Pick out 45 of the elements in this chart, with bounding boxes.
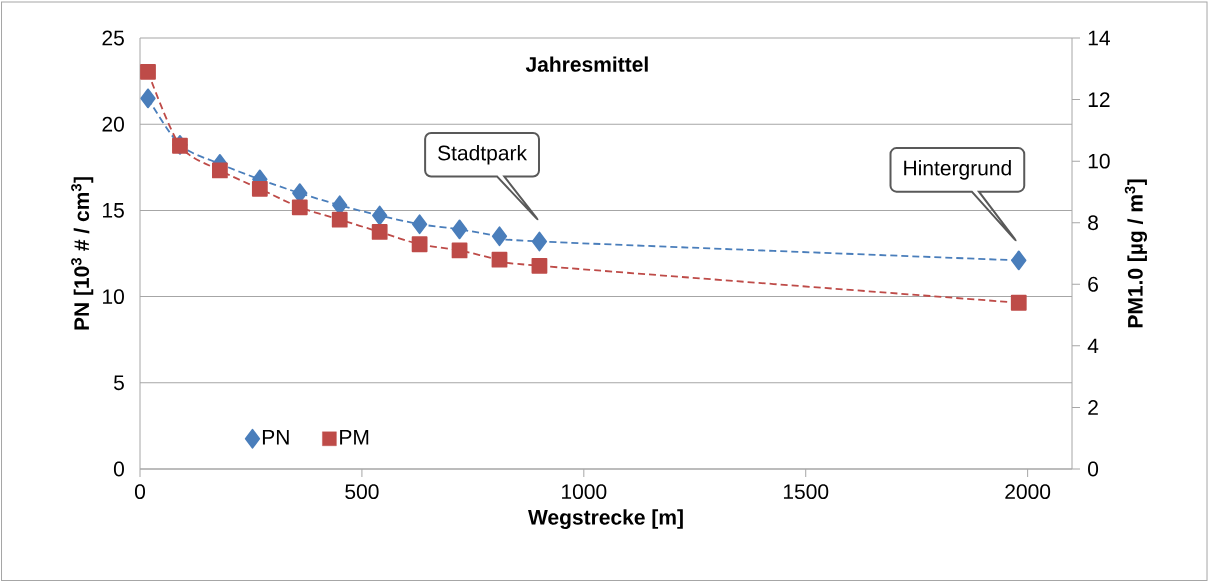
y-tick-label: 20 bbox=[102, 116, 124, 132]
text: Jahresmittel bbox=[525, 56, 648, 72]
y2-tick-label: 4 bbox=[1087, 338, 1099, 354]
y2-tick-label: 14 bbox=[1088, 30, 1110, 46]
point bbox=[251, 180, 268, 197]
point bbox=[211, 162, 228, 179]
annotation: Hintergrund bbox=[904, 160, 1011, 180]
x-tick-label: 1500 bbox=[783, 484, 829, 500]
y-tick-label: 10 bbox=[103, 289, 124, 305]
y2-tick-label: 6 bbox=[1088, 276, 1098, 292]
x-tick-label: 1000 bbox=[562, 484, 607, 500]
y2-tick-label: 8 bbox=[1088, 215, 1098, 231]
x-axis-title: Wegstrecke [m] bbox=[528, 509, 683, 529]
point bbox=[451, 219, 468, 240]
point bbox=[531, 257, 548, 274]
point bbox=[371, 224, 388, 240]
point bbox=[491, 226, 508, 247]
point bbox=[140, 63, 156, 80]
x-tick-label: 2000 bbox=[1005, 484, 1051, 500]
y2-tick-label: 2 bbox=[1088, 400, 1098, 415]
x-tick-label: 0 bbox=[134, 484, 146, 500]
y-tick-label: 0 bbox=[113, 461, 124, 477]
y-tick-label: 25 bbox=[102, 30, 124, 46]
y2-tick-label: 0 bbox=[1088, 461, 1099, 477]
y2-axis-title: PM1.0 [µg / m$^{3}$] bbox=[1124, 179, 1148, 328]
point bbox=[411, 214, 428, 235]
legend-label: PM bbox=[340, 429, 369, 445]
point bbox=[451, 242, 468, 259]
y2-tick-label: 12 bbox=[1088, 92, 1110, 107]
legend-label: PN bbox=[262, 429, 289, 445]
y-tick-label: 5 bbox=[113, 375, 124, 391]
annotation: Stadtpark bbox=[438, 145, 528, 165]
point bbox=[140, 88, 156, 109]
point bbox=[331, 211, 348, 228]
y-tick-label: 15 bbox=[103, 203, 124, 218]
point bbox=[372, 205, 388, 226]
point bbox=[531, 231, 548, 252]
point bbox=[291, 199, 308, 216]
y-axis-title: PN [10$^{3}$ # / cm$^{3}$] bbox=[71, 177, 94, 330]
point bbox=[1011, 250, 1027, 271]
point bbox=[491, 251, 508, 268]
point bbox=[1010, 294, 1027, 311]
y2-tick-label: 10 bbox=[1088, 153, 1110, 169]
x-tick-label: 500 bbox=[345, 484, 379, 500]
point bbox=[411, 236, 428, 253]
